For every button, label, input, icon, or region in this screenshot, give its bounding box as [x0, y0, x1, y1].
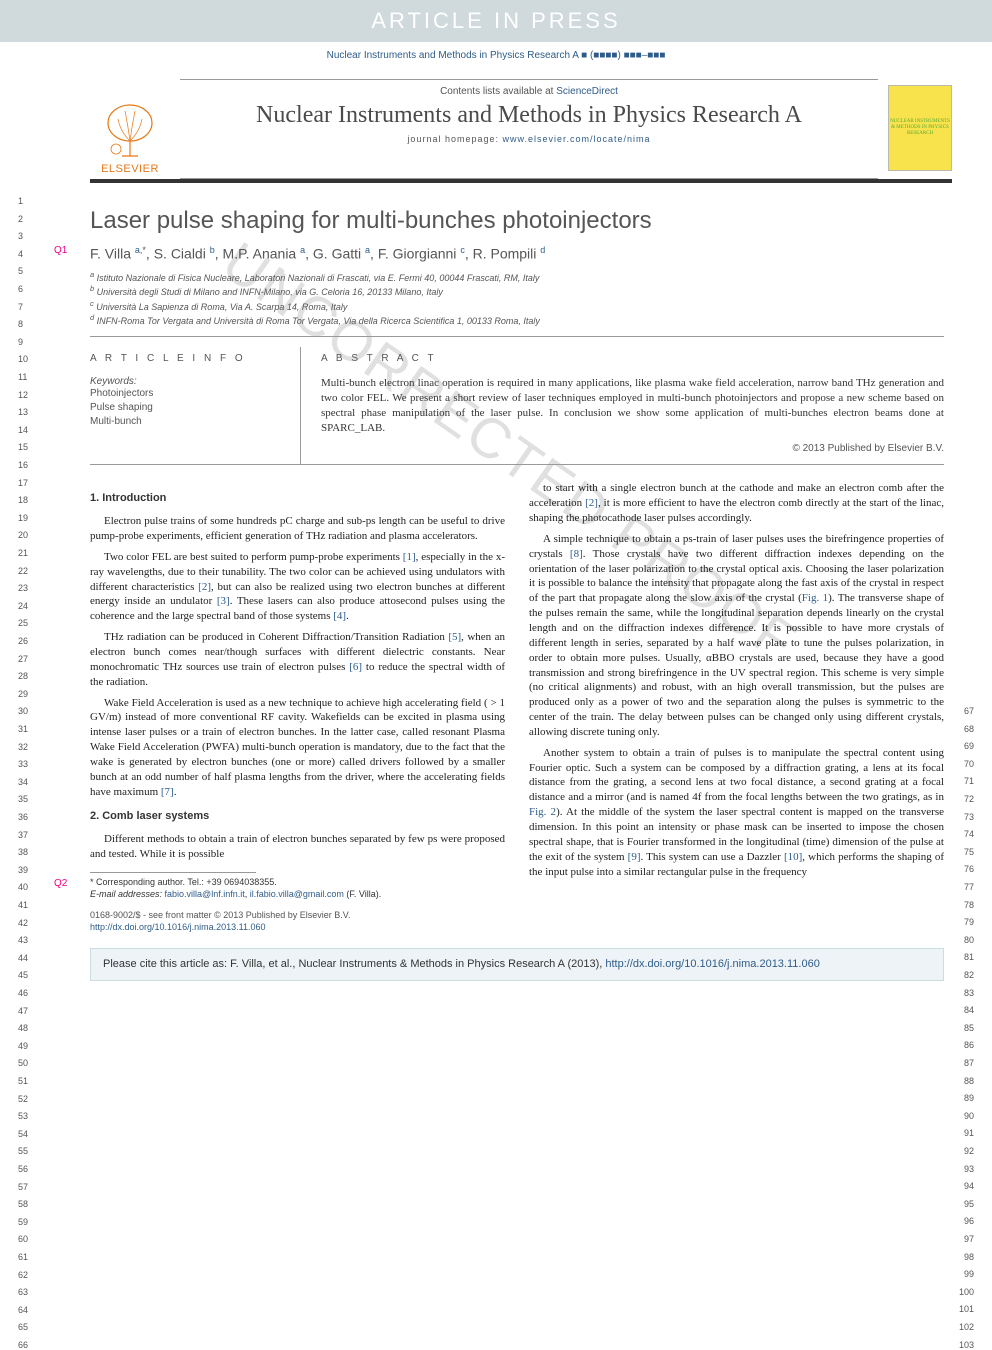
homepage-prefix: journal homepage: [407, 134, 502, 144]
s2-paragraph-1: Different methods to obtain a train of e… [90, 832, 505, 862]
email-2-link[interactable]: il.fabio.villa@gmail.com [250, 889, 344, 899]
ref-4-link[interactable]: [4] [333, 610, 346, 622]
corr-author-line: * Corresponding author. Tel.: +39 069403… [90, 877, 505, 889]
front-matter-line: 0168-9002/$ - see front matter © 2013 Pu… [90, 910, 944, 933]
cite-doi-link[interactable]: http://dx.doi.org/10.1016/j.nima.2013.11… [605, 958, 819, 970]
abstract-column: A B S T R A C T Multi-bunch electron lin… [300, 347, 944, 464]
ref-5-link[interactable]: [5] [448, 631, 461, 643]
article-in-press-banner: ARTICLE IN PRESS [0, 0, 992, 42]
section-2-heading: 2. Comb laser systems [90, 809, 505, 824]
s2-paragraph-3: A simple technique to obtain a ps-train … [529, 532, 944, 740]
s1-paragraph-1: Electron pulse trains of some hundreds p… [90, 514, 505, 544]
ref-1-link[interactable]: [1] [403, 551, 416, 563]
contents-prefix: Contents lists available at [440, 86, 556, 97]
footnote-separator [90, 872, 256, 873]
front-matter-text: 0168-9002/$ - see front matter © 2013 Pu… [90, 910, 944, 922]
s1-paragraph-2: Two color FEL are best suited to perform… [90, 550, 505, 624]
ref-9-link[interactable]: [9] [628, 851, 641, 863]
s1-paragraph-4: Wake Field Acceleration is used as a new… [90, 696, 505, 800]
fig-2-link[interactable]: Fig. 2 [529, 806, 556, 818]
abstract-copyright: © 2013 Published by Elsevier B.V. [321, 443, 944, 454]
email-1-link[interactable]: fabio.villa@lnf.infn.it [165, 889, 245, 899]
email-line: E-mail addresses: fabio.villa@lnf.infn.i… [90, 889, 505, 901]
ref-7-link[interactable]: [7] [161, 786, 174, 798]
keywords-list: PhotoinjectorsPulse shapingMulti-bunch [90, 387, 280, 429]
abstract-text: Multi-bunch electron linac operation is … [321, 376, 944, 435]
affiliations: a Istituto Nazionale di Fisica Nucleare,… [90, 270, 944, 337]
article-info-column: A R T I C L E I N F O Keywords: Photoinj… [90, 347, 300, 464]
s2-paragraph-4: Another system to obtain a train of puls… [529, 746, 944, 880]
journal-reference-line: Nuclear Instruments and Methods in Physi… [0, 42, 992, 69]
authors-line: F. Villa a,*, S. Cialdi b, M.P. Anania a… [90, 245, 944, 262]
header-center: Contents lists available at ScienceDirec… [180, 79, 878, 179]
ref-2-link[interactable]: [2] [198, 581, 211, 593]
section-1-heading: 1. Introduction [90, 491, 505, 506]
ref-8-link[interactable]: [8] [570, 548, 583, 560]
article-info-heading: A R T I C L E I N F O [90, 353, 280, 364]
keywords-label: Keywords: [90, 376, 280, 387]
journal-title: Nuclear Instruments and Methods in Physi… [180, 101, 878, 130]
s1-paragraph-3: THz radiation can be produced in Coheren… [90, 630, 505, 689]
citation-box: Please cite this article as: F. Villa, e… [90, 948, 944, 981]
article-title: Laser pulse shaping for multi-bunches ph… [90, 207, 944, 235]
q2-marker: Q2 [54, 877, 67, 890]
journal-header-box: ELSEVIER Contents lists available at Sci… [90, 79, 952, 183]
abstract-heading: A B S T R A C T [321, 353, 944, 364]
ref-6-link[interactable]: [6] [349, 661, 362, 673]
corresponding-author-footnote: Q2 * Corresponding author. Tel.: +39 069… [90, 877, 505, 900]
fig-1-link[interactable]: Fig. 1 [802, 592, 828, 604]
doi-link[interactable]: http://dx.doi.org/10.1016/j.nima.2013.11… [90, 922, 265, 932]
journal-homepage-link[interactable]: www.elsevier.com/locate/nima [503, 134, 651, 144]
info-abstract-row: A R T I C L E I N F O Keywords: Photoinj… [90, 347, 944, 465]
elsevier-wordmark: ELSEVIER [101, 163, 159, 175]
ref-3-link[interactable]: [3] [217, 595, 230, 607]
elsevier-logo: ELSEVIER [90, 79, 170, 179]
elsevier-tree-icon [100, 101, 160, 161]
ref-2b-link[interactable]: [2] [585, 497, 598, 509]
s2-paragraph-2: to start with a single electron bunch at… [529, 481, 944, 526]
journal-cover-thumbnail: NUCLEAR INSTRUMENTS & METHODS IN PHYSICS… [888, 85, 952, 171]
ref-10-link[interactable]: [10] [784, 851, 802, 863]
sciencedirect-link[interactable]: ScienceDirect [556, 86, 618, 97]
q1-marker: Q1 [54, 245, 67, 256]
body-two-columns: 1. Introduction Electron pulse trains of… [90, 481, 944, 900]
homepage-line: journal homepage: www.elsevier.com/locat… [180, 134, 878, 144]
cite-prefix: Please cite this article as: F. Villa, e… [103, 958, 605, 970]
contents-lists-line: Contents lists available at ScienceDirec… [180, 86, 878, 97]
